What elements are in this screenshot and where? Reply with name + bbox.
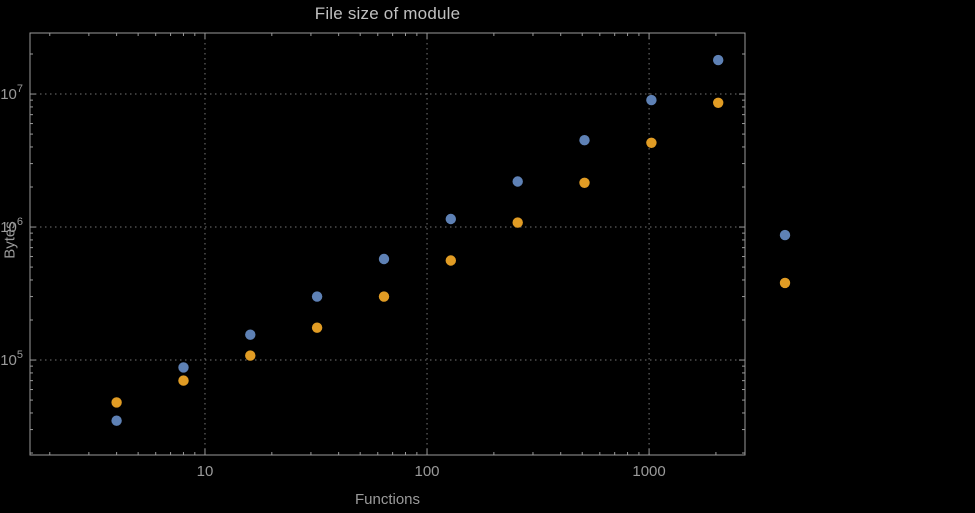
chart-title: File size of module xyxy=(314,4,461,23)
data-point-blue xyxy=(311,291,323,302)
data-point-blue xyxy=(245,329,256,340)
x-axis-label: Functions xyxy=(354,491,421,508)
data-point-orange xyxy=(713,97,724,109)
x-tick-label: 10 xyxy=(197,463,214,480)
data-point-blue xyxy=(646,94,657,106)
data-point-blue xyxy=(512,176,523,187)
y-tick-label: 105 xyxy=(0,349,23,369)
x-tick-label: 1000 xyxy=(632,463,665,480)
data-point-orange xyxy=(779,277,791,289)
data-point-orange xyxy=(111,397,122,408)
data-point-orange xyxy=(646,137,657,148)
data-point-orange xyxy=(579,177,590,188)
data-point-blue xyxy=(713,54,724,66)
data-point-blue xyxy=(579,135,590,146)
y-tick-label: 107 xyxy=(0,83,23,103)
data-point-orange xyxy=(178,375,189,386)
data-point-orange xyxy=(512,217,523,228)
data-point-blue xyxy=(178,362,189,373)
data-point-blue xyxy=(779,229,791,241)
data-point-blue xyxy=(111,415,122,426)
data-point-orange xyxy=(378,291,390,302)
plot-frame xyxy=(29,32,746,456)
data-point-orange xyxy=(245,350,256,361)
y-tick-label: 106 xyxy=(0,216,23,236)
x-tick-label: 100 xyxy=(415,463,440,480)
data-point-blue xyxy=(378,253,390,265)
data-point-blue xyxy=(445,213,456,225)
data-point-orange xyxy=(445,255,456,266)
data-point-orange xyxy=(311,322,323,333)
